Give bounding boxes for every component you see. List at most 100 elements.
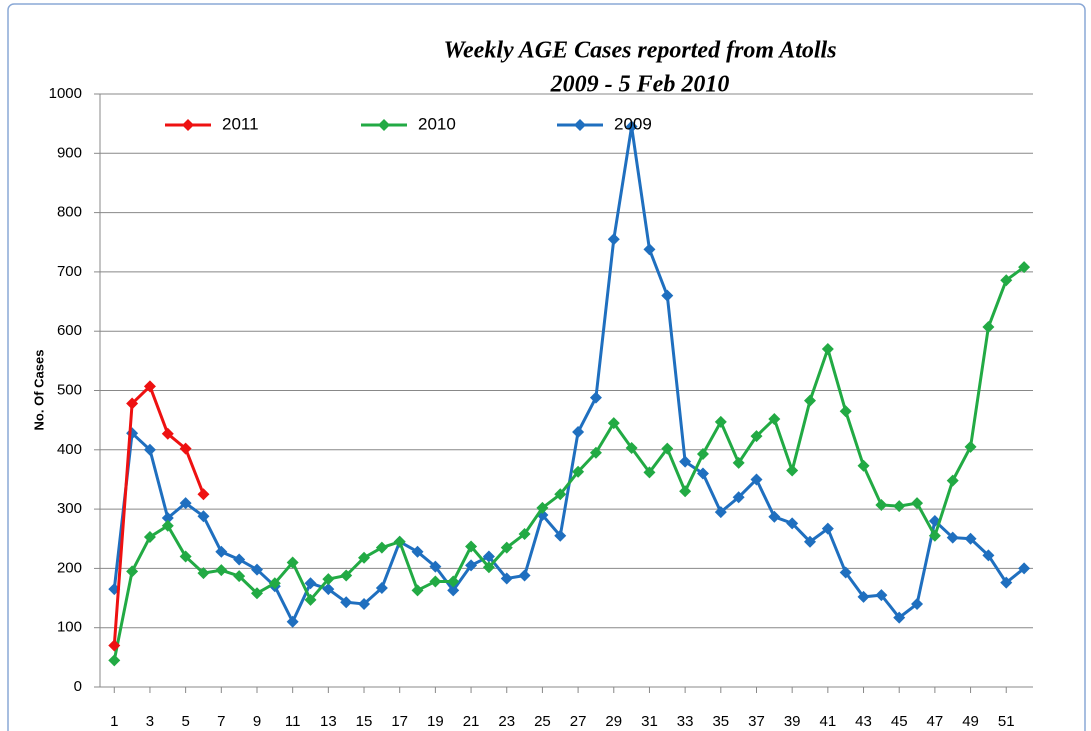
marker	[215, 545, 228, 558]
marker	[304, 577, 317, 590]
marker	[500, 541, 513, 554]
marker	[161, 511, 174, 524]
marker	[946, 474, 959, 487]
marker	[1000, 274, 1013, 287]
marker	[625, 120, 638, 133]
marker	[857, 590, 870, 603]
marker	[679, 485, 692, 498]
marker	[179, 497, 192, 510]
x-tick-label: 31	[641, 713, 658, 730]
marker	[821, 342, 834, 355]
marker	[108, 639, 121, 652]
marker	[358, 597, 371, 610]
marker	[322, 583, 335, 596]
marker	[911, 497, 924, 510]
marker	[857, 459, 870, 472]
x-tick-label: 47	[927, 713, 944, 730]
marker	[643, 466, 656, 479]
marker	[340, 596, 353, 609]
x-tick-label: 39	[784, 713, 801, 730]
y-tick-label: 800	[57, 204, 82, 221]
series-line	[112, 383, 205, 646]
marker	[411, 584, 424, 597]
marker	[482, 550, 495, 563]
marker	[964, 440, 977, 453]
marker	[946, 531, 959, 544]
x-tick-label: 43	[855, 713, 872, 730]
marker	[893, 611, 906, 624]
marker	[982, 549, 995, 562]
x-tick-label: 23	[498, 713, 515, 730]
marker	[465, 559, 478, 572]
marker	[143, 380, 156, 393]
marker	[875, 498, 888, 511]
legend-label: 2009	[614, 114, 652, 133]
marker	[304, 593, 317, 606]
marker	[465, 540, 478, 553]
marker	[447, 575, 460, 588]
x-tick-label: 3	[146, 713, 154, 730]
marker	[1018, 261, 1031, 274]
marker	[126, 565, 139, 578]
marker	[1018, 562, 1031, 575]
marker	[875, 589, 888, 602]
legend-marker	[182, 119, 194, 131]
x-tick-label: 27	[570, 713, 587, 730]
marker	[179, 442, 192, 455]
marker	[911, 597, 924, 610]
marker	[179, 550, 192, 563]
frame	[7, 3, 1086, 731]
marker	[250, 587, 263, 600]
y-tick-label: 900	[57, 144, 82, 161]
marker	[268, 577, 281, 590]
marker	[928, 529, 941, 542]
marker	[714, 506, 727, 519]
x-tick-label: 1	[110, 713, 118, 730]
x-tick-label: 45	[891, 713, 908, 730]
x-tick-label: 37	[748, 713, 765, 730]
marker	[500, 572, 513, 585]
y-tick-label: 700	[57, 263, 82, 280]
marker	[1000, 576, 1013, 589]
x-tick-label: 7	[217, 713, 225, 730]
marker	[964, 532, 977, 545]
legend-label: 2011	[222, 114, 259, 133]
marker	[322, 573, 335, 586]
marker	[679, 455, 692, 468]
marker	[126, 397, 139, 410]
marker	[661, 442, 674, 455]
x-tick-label: 19	[427, 713, 444, 730]
marker	[143, 443, 156, 456]
x-tick-label: 17	[391, 713, 408, 730]
marker	[554, 488, 567, 501]
marker	[358, 551, 371, 564]
y-tick-label: 0	[74, 678, 82, 695]
marker	[411, 545, 424, 558]
marker	[893, 500, 906, 513]
marker	[340, 569, 353, 582]
marker	[696, 447, 709, 460]
marker	[625, 442, 638, 455]
marker	[768, 510, 781, 523]
marker	[161, 519, 174, 532]
x-tick-label: 33	[677, 713, 694, 730]
x-tick-label: 21	[463, 713, 480, 730]
marker	[804, 535, 817, 548]
marker	[589, 446, 602, 459]
marker	[804, 394, 817, 407]
marker	[197, 510, 210, 523]
marker	[375, 581, 388, 594]
marker	[750, 473, 763, 486]
marker	[429, 575, 442, 588]
marker	[250, 563, 263, 576]
legend-label: 2010	[418, 114, 456, 133]
marker	[839, 566, 852, 579]
y-tick-label: 200	[57, 559, 82, 576]
x-tick-label: 13	[320, 713, 337, 730]
marker	[732, 456, 745, 469]
marker	[554, 529, 567, 542]
marker	[375, 541, 388, 554]
legend-marker	[378, 119, 390, 131]
y-tick-label: 300	[57, 500, 82, 517]
x-tick-label: 11	[285, 713, 301, 730]
